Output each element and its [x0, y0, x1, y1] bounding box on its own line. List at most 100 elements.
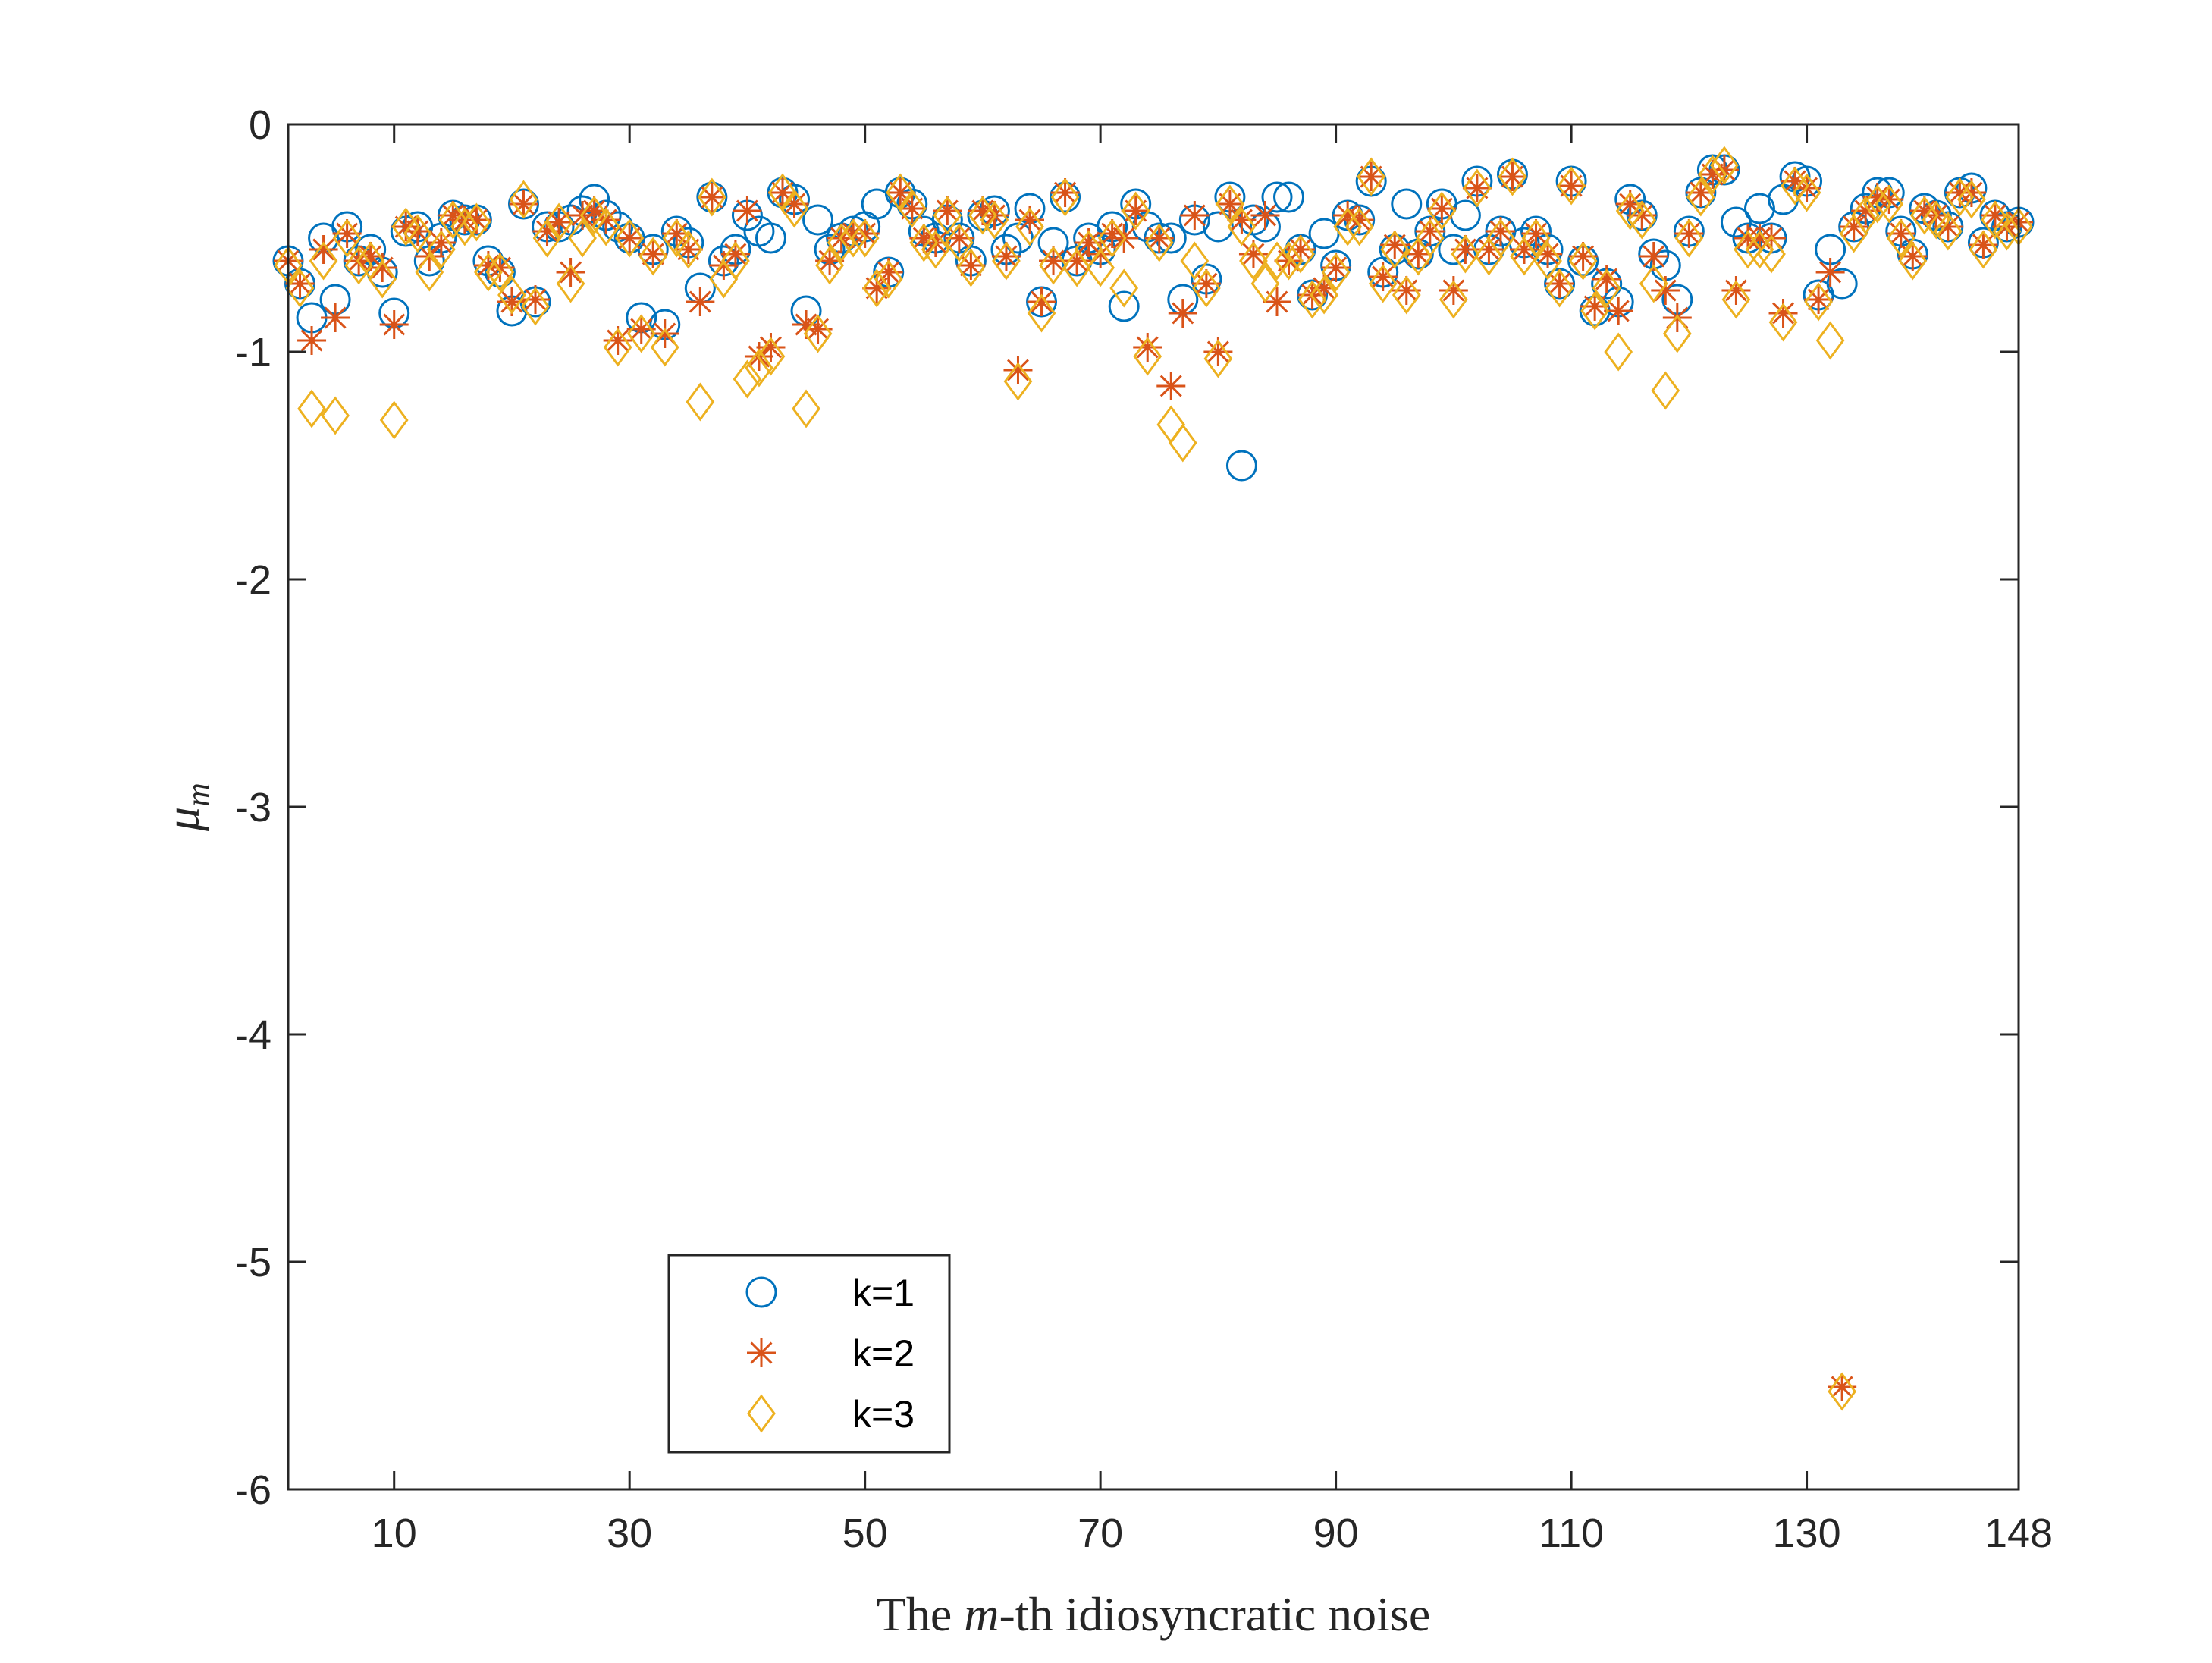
y-tick-label: -2 [235, 557, 271, 603]
data-point-circle [1202, 211, 1234, 243]
data-point-diamond [1922, 200, 1951, 240]
data-point-diamond [1992, 212, 2022, 251]
data-point-star [1898, 242, 1928, 271]
data-point-star [1933, 212, 1963, 241]
data-point-star [497, 287, 526, 316]
data-point-star [521, 285, 550, 314]
x-tick-label: 70 [1078, 1511, 1123, 1556]
data-point-diamond [1003, 362, 1033, 401]
data-point-star [1263, 287, 1291, 316]
data-point-diamond [1545, 268, 1574, 308]
data-point-diamond [1792, 173, 1821, 212]
data-point-star [1521, 219, 1551, 248]
data-point-circle [1273, 181, 1305, 213]
data-point-star [485, 253, 515, 282]
data-point-star [1168, 299, 1197, 328]
legend-item: k=3 [747, 1393, 915, 1436]
data-point-diamond [850, 218, 880, 258]
data-point-diamond [1957, 180, 1986, 219]
data-point-diamond [521, 287, 550, 326]
data-point-diamond [626, 314, 656, 353]
data-point-star [1310, 274, 1339, 303]
data-point-diamond [1721, 280, 1751, 319]
data-point-diamond [1674, 218, 1704, 258]
data-point-star [697, 183, 726, 212]
data-point-diamond [591, 207, 621, 246]
data-point-diamond [1734, 230, 1762, 269]
data-point-star [1721, 276, 1751, 305]
data-point-diamond [1168, 423, 1197, 463]
data-point-star [1815, 258, 1845, 287]
data-point-star [1875, 185, 1904, 214]
data-point-star [1627, 201, 1657, 230]
data-point-star [1074, 228, 1103, 257]
data-point-diamond [1144, 223, 1174, 262]
y-tick-label: 0 [249, 102, 271, 148]
data-point-diamond [944, 223, 974, 262]
data-point-diamond [379, 400, 409, 440]
x-tick-label: 130 [1773, 1511, 1841, 1556]
data-point-star [1404, 240, 1433, 268]
y-tick-label: -1 [235, 330, 271, 375]
data-point-diamond [638, 237, 668, 276]
data-point-diamond [1097, 218, 1127, 258]
y-tick-label: -5 [235, 1240, 271, 1285]
data-point-diamond [1321, 253, 1351, 292]
data-point-diamond [285, 268, 315, 308]
data-point-star [1709, 155, 1739, 184]
data-point-star [792, 310, 821, 339]
legend-items: k=1 k=2 k=3 [745, 1272, 915, 1436]
data-point-star [1781, 167, 1810, 196]
data-point-diamond [721, 241, 750, 281]
data-point-star [1615, 190, 1645, 218]
data-point-star [1344, 206, 1374, 234]
data-point-star [956, 251, 986, 280]
data-point-diamond [1969, 230, 1998, 269]
data-point-diamond [733, 359, 762, 399]
data-point-diamond [1310, 275, 1338, 315]
data-point-star [1474, 235, 1504, 264]
data-point-diamond [1286, 234, 1315, 274]
data-point-star [403, 217, 432, 246]
data-point-diamond [756, 337, 786, 376]
data-point-diamond [1592, 268, 1621, 308]
series-k=3 [274, 146, 2033, 1411]
data-point-diamond [662, 218, 692, 258]
data-point-diamond [1875, 184, 1904, 224]
data-point-star [1250, 201, 1280, 230]
data-point-diamond [368, 259, 397, 299]
data-point-diamond [568, 218, 597, 258]
data-point-circle [1826, 268, 1858, 300]
data-point-diamond [1627, 200, 1657, 240]
legend-marker-star [747, 1338, 776, 1367]
plot-area [288, 124, 2019, 1489]
data-point-star [1238, 240, 1268, 268]
data-point-star [1686, 178, 1715, 207]
data-point-diamond [509, 180, 538, 219]
data-point-star [1227, 206, 1257, 234]
data-point-star [1027, 287, 1056, 316]
data-point-star [1980, 201, 2010, 230]
y-tick-label: -4 [235, 1012, 271, 1058]
data-point-star [1380, 231, 1410, 259]
x-tick-label: 90 [1313, 1511, 1359, 1556]
data-point-diamond [1121, 191, 1150, 231]
data-point-star [1592, 265, 1621, 293]
data-point-diamond [1451, 234, 1480, 274]
data-point-star [1886, 219, 1915, 248]
legend: k=1 k=2 k=3 [667, 1254, 951, 1454]
data-point-circle [1391, 188, 1423, 220]
data-point-star [321, 303, 350, 332]
data-point-star [1862, 183, 1892, 212]
data-point-star [556, 258, 585, 287]
x-tick-label: 148 [1985, 1511, 2053, 1556]
data-point-diamond [1050, 177, 1080, 217]
x-tick-label: 10 [372, 1511, 417, 1556]
data-point-star [1604, 297, 1633, 325]
data-point-diamond [1521, 218, 1551, 258]
data-point-star [1191, 269, 1221, 298]
legend-box [667, 1254, 951, 1454]
data-point-star [1851, 196, 1881, 225]
data-point-star [1651, 276, 1680, 305]
data-point-diamond [1804, 282, 1833, 322]
